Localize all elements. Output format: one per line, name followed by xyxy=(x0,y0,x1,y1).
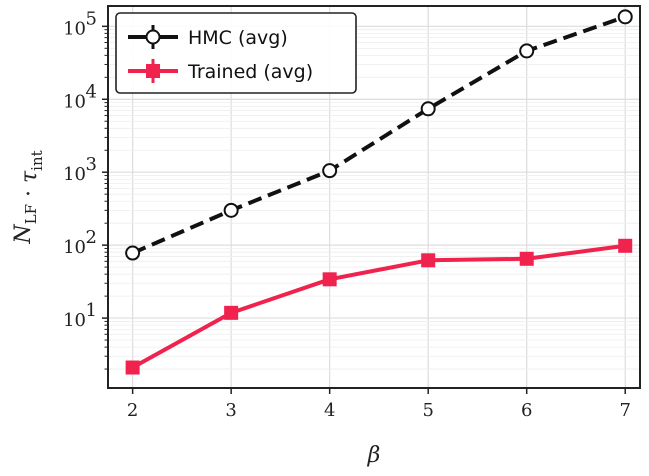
series-hmc xyxy=(125,9,633,261)
legend-label: Trained (avg) xyxy=(187,61,313,83)
data-point xyxy=(125,245,141,261)
legend-item-hmc: HMC (avg) xyxy=(128,25,288,49)
x-axis-label: β xyxy=(367,443,381,468)
data-point xyxy=(618,238,633,253)
legend-marker xyxy=(145,29,161,45)
data-point xyxy=(617,9,633,25)
y-tick-label: 10 xyxy=(63,18,86,39)
x-tick-label: 2 xyxy=(127,400,138,421)
data-point xyxy=(519,43,535,59)
legend: HMC (avg) Trained (avg) xyxy=(115,12,357,94)
y-axis-label: NLF · τint xyxy=(11,150,46,244)
y-tick-exponent: 2 xyxy=(86,227,97,248)
y-tick-label: 10 xyxy=(63,164,86,185)
y-tick-exponent: 1 xyxy=(86,300,97,321)
series-line xyxy=(131,14,626,255)
y-tick-exponent: 4 xyxy=(86,81,97,102)
data-point xyxy=(224,305,239,320)
y-label-part-subscript: int xyxy=(28,150,46,171)
data-point xyxy=(322,163,338,179)
data-point xyxy=(322,272,337,287)
legend-label: HMC (avg) xyxy=(188,27,288,49)
x-tick-label: 7 xyxy=(619,400,630,421)
data-point xyxy=(125,360,140,375)
x-tick-label: 4 xyxy=(324,400,335,421)
x-tick-label: 3 xyxy=(225,400,236,421)
plot-frame xyxy=(107,5,641,389)
x-tick-label: 5 xyxy=(422,400,433,421)
series-layer xyxy=(125,9,633,375)
data-point xyxy=(421,253,436,268)
data-point xyxy=(223,202,239,218)
data-point xyxy=(519,251,534,266)
series-line xyxy=(131,243,626,370)
y-tick-label: 10 xyxy=(63,91,86,112)
x-tick-label: 6 xyxy=(521,400,532,421)
y-tick-label: 10 xyxy=(63,310,86,331)
legend-marker xyxy=(146,64,160,78)
y-tick-exponent: 5 xyxy=(86,8,97,29)
y-label-dot: · xyxy=(17,183,42,204)
y-tick-label: 10 xyxy=(63,237,86,258)
y-tick-exponent: 3 xyxy=(86,154,97,175)
series-trained xyxy=(125,238,633,375)
data-point xyxy=(420,101,436,117)
legend-item-trained: Trained (avg) xyxy=(128,59,313,83)
y-label-part-subscript: LF xyxy=(22,204,40,224)
y-label-part: τ xyxy=(17,170,42,183)
y-label-part: N xyxy=(11,224,36,245)
